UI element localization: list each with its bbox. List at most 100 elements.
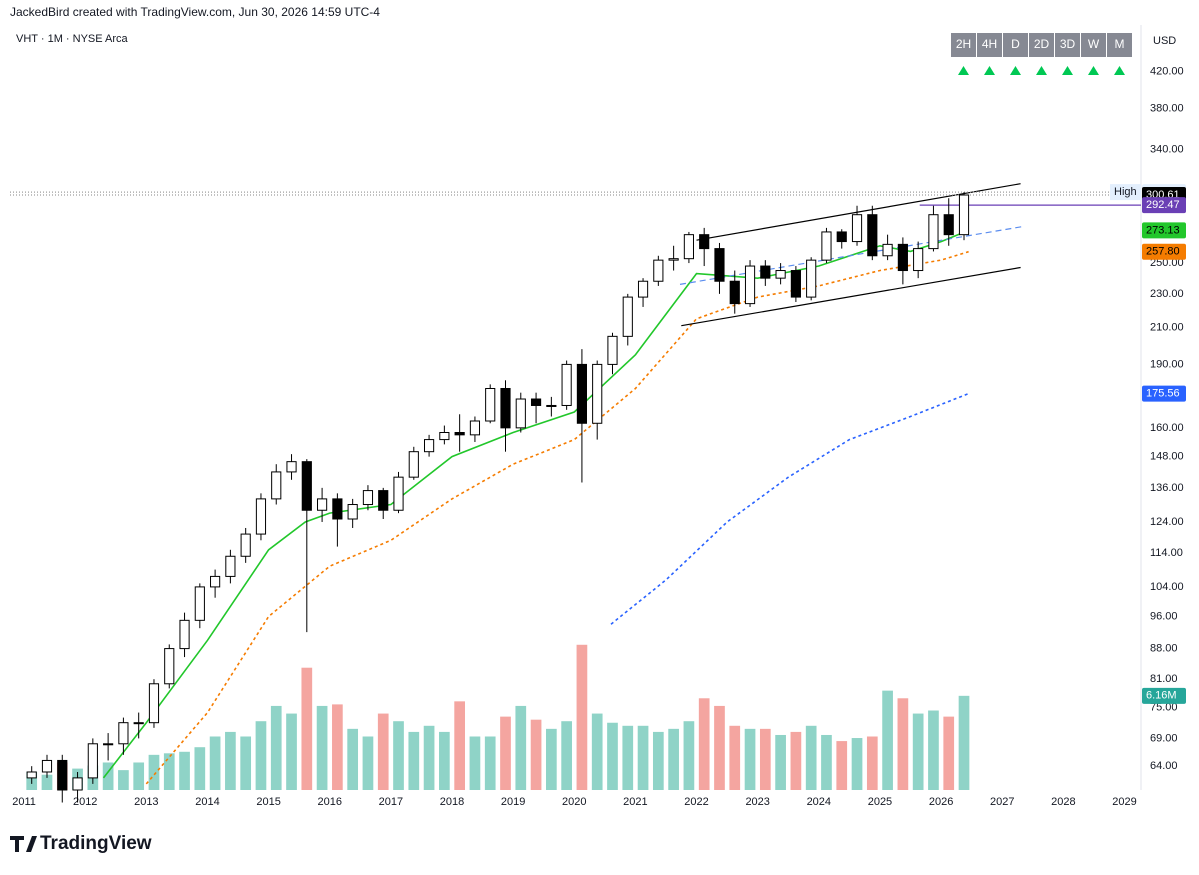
price-label: 292.47 — [1146, 199, 1180, 211]
candle-body — [301, 461, 312, 511]
x-tick-label: 2029 — [1112, 796, 1136, 808]
volume-bar — [729, 725, 741, 790]
volume-bar — [484, 736, 496, 790]
candle-body — [408, 451, 419, 478]
volume-bar — [316, 705, 328, 790]
timeframe-label: D — [1011, 37, 1020, 51]
candle-body — [530, 398, 542, 406]
volume-bar — [515, 705, 527, 790]
volume-bar — [790, 731, 802, 790]
y-tick-label: 230.00 — [1150, 288, 1184, 300]
candle-body — [240, 533, 251, 557]
candle-body — [546, 404, 557, 407]
x-tick-label: 2024 — [807, 796, 831, 808]
volume-bar — [332, 704, 343, 790]
x-tick-label: 2015 — [256, 796, 280, 808]
candle-body — [897, 243, 908, 272]
volume-bar — [270, 705, 282, 790]
timeframe-signal — [1010, 66, 1021, 75]
candle-body — [683, 234, 694, 260]
candle-body — [255, 498, 267, 535]
candle-body — [454, 432, 465, 436]
timeframe-button[interactable] — [951, 33, 976, 57]
volume-bar — [943, 716, 955, 790]
candle-body — [607, 335, 618, 365]
price-tag: High — [1114, 186, 1137, 198]
volume-bar — [912, 713, 924, 790]
volume-bar — [362, 736, 374, 790]
volume-bar — [133, 762, 145, 790]
candle-body — [821, 231, 832, 261]
candle-body — [485, 387, 496, 422]
candle-body — [210, 575, 221, 588]
y-tick-label: 114.00 — [1150, 547, 1183, 559]
timeframe-label: M — [1115, 37, 1125, 51]
timeframe-button[interactable] — [977, 33, 1002, 57]
candle-body — [622, 296, 633, 337]
price-label: 273.13 — [1146, 224, 1180, 236]
candle-body — [928, 214, 939, 250]
candle-body — [225, 555, 236, 577]
candle-body — [500, 387, 511, 429]
volume-bar — [163, 753, 175, 790]
candle-body — [744, 265, 756, 305]
volume-bar — [546, 728, 557, 790]
y-tick-label: 420.00 — [1150, 65, 1184, 77]
candle-body — [592, 363, 603, 424]
y-tick-label: 104.00 — [1150, 581, 1184, 593]
candle-body — [317, 498, 328, 511]
x-tick-label: 2019 — [501, 796, 525, 808]
timeframe-button[interactable] — [1081, 33, 1106, 57]
logo-text: TradingView — [40, 833, 152, 854]
volume-bar — [500, 716, 511, 790]
timeframe-signal — [984, 66, 995, 75]
y-tick-label: 190.00 — [1150, 358, 1184, 370]
timeframe-button[interactable] — [1003, 33, 1028, 57]
timeframe-label: 2D — [1034, 37, 1050, 51]
candle-body — [576, 363, 588, 424]
timeframe-button[interactable] — [1029, 33, 1054, 57]
volume-bar — [958, 695, 970, 790]
candle-body — [103, 743, 114, 746]
attribution: JackedBird created with TradingView.com,… — [10, 5, 380, 19]
x-tick-label: 2022 — [684, 796, 708, 808]
timeframe-signal — [958, 66, 969, 75]
line — [145, 250, 969, 785]
candle-body — [179, 619, 190, 650]
volume-bar — [775, 734, 786, 790]
volume-bar — [408, 731, 420, 790]
volume-bar — [882, 690, 893, 790]
y-tick-label: 380.00 — [1150, 102, 1184, 114]
x-tick-label: 2027 — [990, 796, 1014, 808]
volume-bar — [347, 728, 359, 790]
volume-bar — [301, 667, 313, 790]
candle-body — [760, 265, 771, 279]
volume-bar — [286, 713, 297, 790]
candle-body — [806, 259, 817, 298]
price-label-box — [1142, 385, 1186, 402]
volume-bar — [622, 725, 634, 790]
candle-body — [57, 759, 68, 791]
candle-body — [87, 743, 98, 779]
y-tick-label: 69.00 — [1150, 732, 1178, 744]
volume-bar — [821, 734, 832, 790]
volume-bar — [393, 721, 404, 790]
candle-body — [133, 722, 144, 725]
timeframe-button[interactable] — [1107, 33, 1132, 57]
volume-bar — [118, 770, 129, 790]
timeframe-label: 2H — [956, 37, 971, 51]
candle-body — [836, 231, 847, 243]
y-tick-label: 124.00 — [1150, 516, 1184, 528]
candle-body — [637, 280, 649, 298]
y-tick-label: 88.00 — [1150, 642, 1178, 654]
volume-bar — [423, 725, 435, 790]
candle-body — [332, 498, 343, 520]
timeframe-button[interactable] — [1055, 33, 1080, 57]
volume-bar — [851, 738, 863, 790]
candle-body — [362, 490, 374, 506]
volume-bar — [530, 719, 542, 790]
volume-bar — [607, 722, 618, 790]
y-tick-label: 81.00 — [1150, 673, 1178, 685]
volume-bar — [194, 747, 206, 790]
